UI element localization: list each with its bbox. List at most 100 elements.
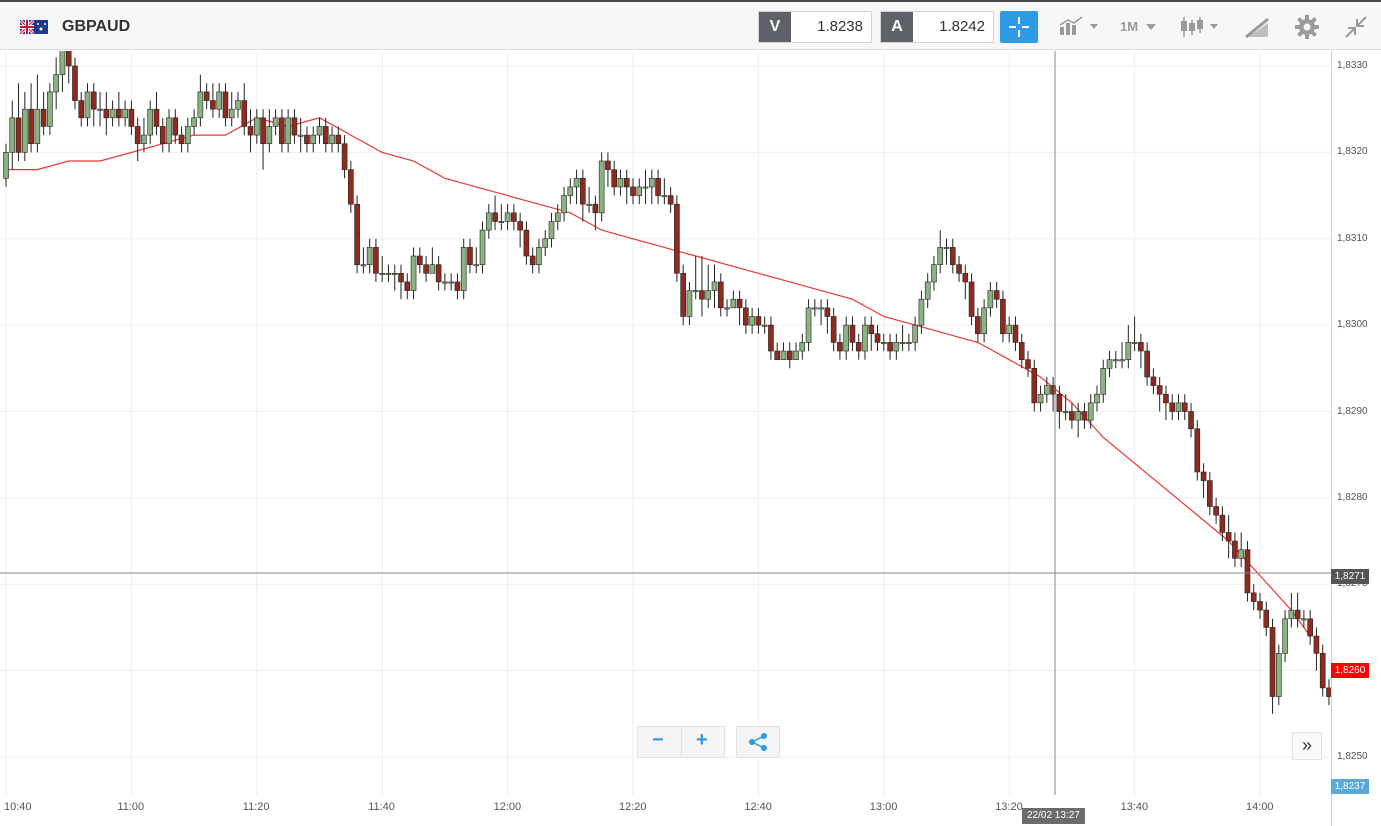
- chart-type-button[interactable]: [1056, 11, 1098, 43]
- candle-body: [674, 203, 680, 274]
- candle: [53, 57, 59, 110]
- candle-body: [1288, 609, 1295, 620]
- candle: [291, 109, 298, 144]
- candle-body: [617, 177, 624, 188]
- candle: [147, 100, 154, 144]
- candle: [874, 325, 881, 352]
- candle: [197, 74, 204, 127]
- candle-body: [699, 290, 705, 300]
- candle-body: [166, 117, 172, 145]
- candle-body: [899, 342, 906, 344]
- candle-body: [203, 91, 210, 101]
- chart-plot-area[interactable]: [0, 51, 1331, 795]
- candle-body: [774, 350, 781, 360]
- timeframe-button[interactable]: 1M: [1118, 11, 1160, 43]
- candle-body: [103, 108, 110, 119]
- scroll-forward-button[interactable]: »: [1292, 732, 1322, 760]
- candle: [1163, 385, 1169, 421]
- last-price-tag: 1,8260: [1331, 663, 1369, 678]
- candle: [1056, 385, 1063, 429]
- candle-body: [1181, 402, 1188, 412]
- candle: [391, 264, 398, 291]
- drawing-button[interactable]: [1242, 11, 1282, 43]
- candle-body: [849, 324, 856, 343]
- candle: [523, 221, 530, 265]
- candle-body: [975, 316, 981, 335]
- candle-body: [116, 108, 122, 119]
- candle: [655, 169, 661, 205]
- candle-body: [818, 307, 824, 310]
- candle: [373, 238, 379, 282]
- candle: [611, 161, 617, 196]
- candle: [1188, 402, 1194, 438]
- candle-body: [862, 324, 868, 352]
- zoom-out-button[interactable]: −: [638, 727, 682, 757]
- candle: [761, 316, 768, 334]
- candle: [661, 178, 668, 205]
- candle-body: [692, 290, 699, 293]
- candle-body: [65, 51, 72, 67]
- candle-body: [3, 152, 9, 179]
- candle-body: [943, 247, 950, 249]
- share-button[interactable]: [736, 726, 780, 758]
- candle-body: [9, 117, 16, 153]
- candle-body: [1094, 393, 1100, 404]
- candle-body: [843, 324, 849, 352]
- x-tick-label: 12:00: [493, 801, 522, 813]
- candle: [498, 204, 505, 231]
- candle-body: [34, 108, 41, 145]
- candle: [216, 83, 222, 118]
- settings-button[interactable]: [1290, 11, 1330, 43]
- candles-button[interactable]: [1178, 11, 1224, 43]
- candle-body: [1150, 376, 1157, 386]
- buy-price-box[interactable]: A 1.8242: [880, 11, 994, 43]
- crosshair-button[interactable]: [1000, 11, 1038, 43]
- price-axis[interactable]: [1331, 51, 1381, 826]
- candle: [968, 273, 975, 326]
- candle: [824, 299, 831, 334]
- candle-body: [423, 264, 429, 274]
- candle-body: [404, 281, 411, 291]
- candle: [1319, 644, 1326, 697]
- candle-body: [348, 169, 354, 205]
- candle: [141, 117, 147, 153]
- candle-body: [511, 212, 517, 222]
- candle-body: [1081, 411, 1088, 421]
- candle-body: [1282, 618, 1288, 654]
- candle: [1269, 618, 1276, 714]
- candle-body: [573, 177, 580, 188]
- candle: [473, 247, 480, 274]
- candle: [717, 273, 724, 317]
- sell-price-box[interactable]: V 1.8238: [758, 11, 872, 43]
- candle: [103, 91, 110, 136]
- candle-body: [805, 307, 812, 343]
- candle-body: [1250, 592, 1257, 602]
- candle-body: [78, 100, 85, 119]
- candle-body: [1100, 368, 1107, 395]
- zoom-in-button[interactable]: +: [682, 727, 725, 757]
- candle-body: [868, 324, 875, 335]
- candle-body: [893, 342, 900, 352]
- candle: [134, 117, 141, 162]
- candle: [1294, 592, 1301, 628]
- candle-body: [178, 134, 185, 145]
- candle: [442, 273, 448, 291]
- candle: [912, 316, 918, 352]
- candle-body: [937, 247, 944, 265]
- candle: [630, 178, 636, 205]
- candle-body: [134, 126, 141, 145]
- candle-body: [981, 307, 987, 335]
- candle: [1307, 610, 1313, 645]
- candle: [479, 221, 486, 274]
- candle-body: [228, 108, 235, 119]
- candle-body: [529, 255, 536, 265]
- candle-body: [987, 290, 994, 309]
- candle-body: [90, 91, 97, 110]
- candle: [159, 117, 166, 153]
- collapse-button[interactable]: [1338, 11, 1378, 43]
- candle: [1075, 402, 1081, 438]
- candle-body: [931, 264, 937, 283]
- candle: [116, 91, 122, 127]
- candle: [855, 333, 862, 360]
- candle: [780, 342, 787, 360]
